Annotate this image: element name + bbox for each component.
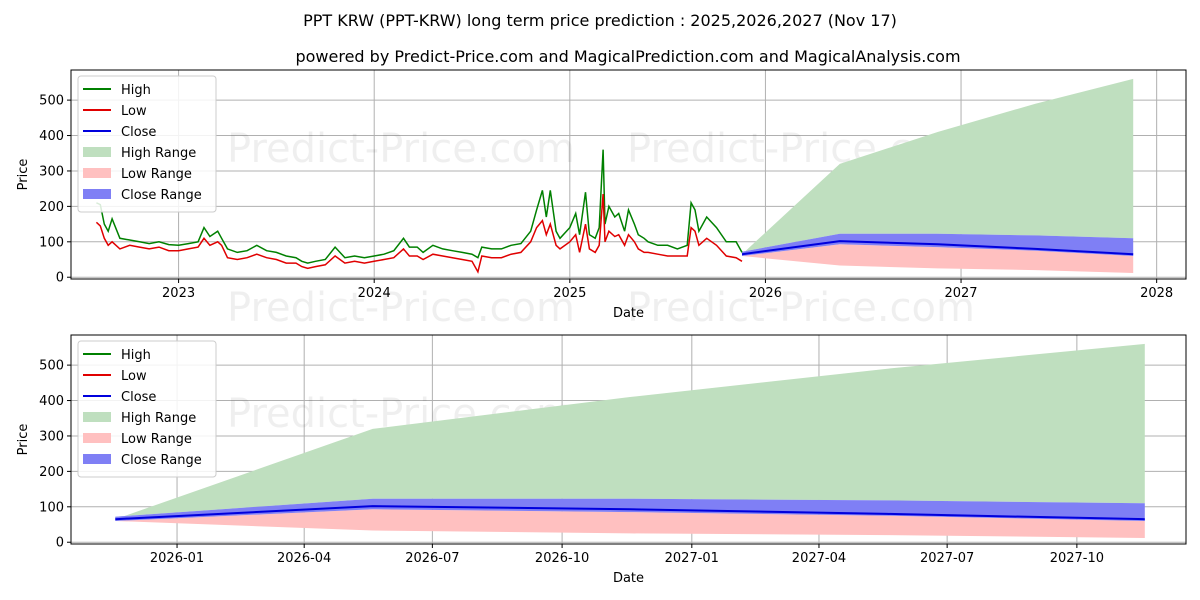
low-range-area <box>115 509 1145 538</box>
high-series-line <box>96 149 743 264</box>
x-tick-label: 2026 <box>749 286 782 301</box>
low-series-line <box>95 193 743 274</box>
y-tick-label: 100 <box>39 500 64 515</box>
y-tick-label: 0 <box>56 536 64 551</box>
plot-frame <box>70 334 1187 545</box>
y-tick-label: 300 <box>39 164 64 179</box>
legend-label-close-range: Close Range <box>121 453 202 468</box>
high-range-area <box>115 343 1145 520</box>
watermark-text: Predict-Price.com <box>227 126 575 172</box>
high-range-area <box>742 78 1134 255</box>
x-tick-label: 2027-10 <box>1050 551 1104 566</box>
y-tick-label: 500 <box>39 94 64 109</box>
y-tick-label: 0 <box>56 271 64 286</box>
x-tick-label: 2023 <box>162 286 195 301</box>
y-tick-label: 300 <box>39 429 64 444</box>
plot-frame <box>70 69 1187 280</box>
legend-box <box>77 75 217 213</box>
legend-box <box>77 340 217 478</box>
y-tick-label: 400 <box>39 394 64 409</box>
y-tick-label: 100 <box>39 235 64 250</box>
chart-subtitle: powered by Predict-Price.com and Magical… <box>295 47 960 66</box>
legend-swatch-high-range <box>83 147 111 157</box>
y-tick-label: 200 <box>39 200 64 215</box>
y-tick-label: 500 <box>39 359 64 374</box>
x-tick-label: 2027 <box>944 286 977 301</box>
close-series-line <box>115 505 1145 521</box>
watermark-text: Predict-Price.com <box>227 285 575 331</box>
legend-label-high: High <box>121 83 151 98</box>
legend-swatch-close-range <box>83 454 111 464</box>
legend-swatch-high-range <box>83 412 111 422</box>
x-tick-label: 2027-04 <box>792 551 846 566</box>
y-tick-label: 400 <box>39 129 64 144</box>
watermark-text: Predict-Price.com <box>627 285 975 331</box>
plot-panel-bottom: 0 100 200 300 400 500 2026-01 2026-04 2026-07 202… <box>16 334 1187 586</box>
x-tick-label: 2026-10 <box>535 551 589 566</box>
legend-swatch-low-range <box>83 433 111 443</box>
x-tick-label: 2027-07 <box>920 551 974 566</box>
legend-label-close: Close <box>121 125 156 140</box>
legend-label-low: Low <box>121 104 147 119</box>
legend-label-low-range: Low Range <box>121 432 192 447</box>
y-tick-label: 200 <box>39 465 64 480</box>
legend-label-close-range: Close Range <box>121 188 202 203</box>
y-axis-label: Price <box>16 159 31 191</box>
legend-label-high-range: High Range <box>121 146 196 161</box>
low-range-area <box>742 244 1134 273</box>
x-tick-label: 2028 <box>1140 286 1173 301</box>
legend-swatch-low-range <box>83 168 111 178</box>
x-tick-label: 2026-07 <box>405 551 459 566</box>
x-tick-label: 2026-04 <box>277 551 331 566</box>
x-axis-label: Date <box>613 306 644 321</box>
legend-label-close: Close <box>121 390 156 405</box>
legend-label-high: High <box>121 348 151 363</box>
chart-title: PPT KRW (PPT-KRW) long term price predic… <box>303 11 897 30</box>
plot-panel-top: 0 100 200 300 400 500 2023 2024 2025 2026 2027 2028… <box>16 69 1187 331</box>
legend-label-low-range: Low Range <box>121 167 192 182</box>
legend-label-low: Low <box>121 369 147 384</box>
legend-label-high-range: High Range <box>121 411 196 426</box>
x-tick-label: 2024 <box>358 286 391 301</box>
x-axis-label: Date <box>613 571 644 586</box>
legend-swatch-close-range <box>83 189 111 199</box>
y-axis-label: Price <box>16 424 31 456</box>
legend: High Low Close High Range Low Range Close Ran… <box>77 75 217 213</box>
x-tick-label: 2025 <box>553 286 586 301</box>
legend: High Low Close High Range Low Range Close Ran… <box>77 340 217 478</box>
x-tick-label: 2027-01 <box>665 551 719 566</box>
x-tick-label: 2026-01 <box>150 551 204 566</box>
close-series-line <box>741 240 1134 256</box>
